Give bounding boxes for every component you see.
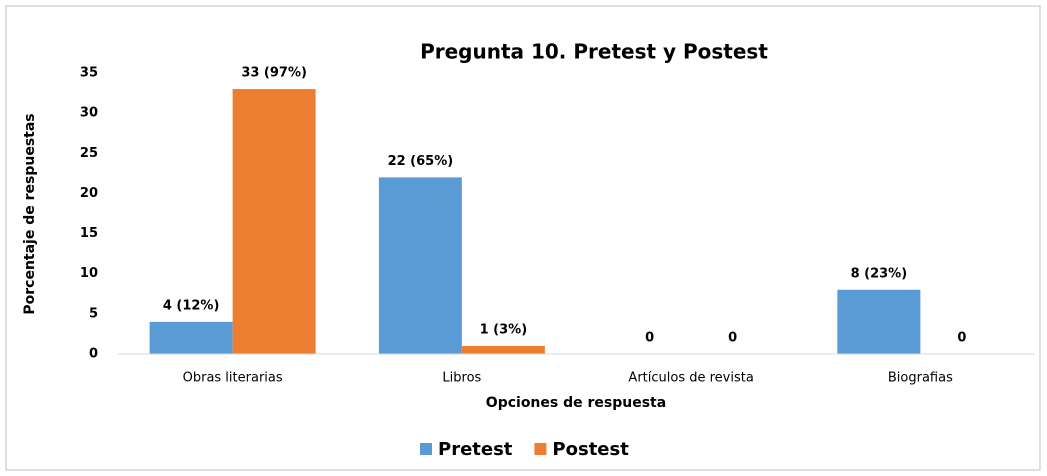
y-axis-label: Porcentaje de respuestas [22, 113, 38, 314]
y-tick-label: 25 [80, 146, 98, 161]
y-tick-label: 10 [80, 266, 98, 281]
y-tick-label: 15 [80, 226, 98, 241]
y-tick-label: 35 [80, 66, 98, 81]
y-tick-label: 30 [80, 106, 98, 121]
bar [149, 321, 233, 354]
value-label: 33 (97%) [241, 66, 307, 81]
legend-label: Pretest [438, 439, 513, 460]
value-label: 1 (3%) [480, 322, 528, 337]
value-label: 4 (12%) [163, 298, 220, 313]
x-tick-label: Libros [442, 371, 481, 386]
chart-title: Pregunta 10. Pretest y Postest [420, 40, 768, 64]
value-label: 0 [957, 331, 966, 346]
value-label: 22 (65%) [388, 154, 454, 169]
y-tick-label: 0 [89, 347, 98, 362]
x-tick-label: Obras literarias [183, 371, 283, 386]
legend-label: Postest [552, 439, 629, 460]
y-tick-label: 5 [89, 306, 98, 321]
bar [232, 89, 316, 355]
bar [378, 177, 462, 354]
x-tick-label: Biografias [888, 371, 953, 386]
x-tick-label: Artículos de revista [628, 371, 753, 386]
bar [837, 289, 921, 354]
chart-frame [5, 5, 1041, 471]
value-label: 0 [728, 331, 737, 346]
bar [461, 345, 545, 354]
legend-swatch [534, 443, 547, 455]
value-label: 8 (23%) [851, 266, 908, 281]
y-tick-label: 20 [80, 186, 98, 201]
legend-swatch [420, 443, 432, 455]
value-label: 0 [645, 331, 654, 346]
x-axis-label: Opciones de respuesta [486, 395, 666, 411]
